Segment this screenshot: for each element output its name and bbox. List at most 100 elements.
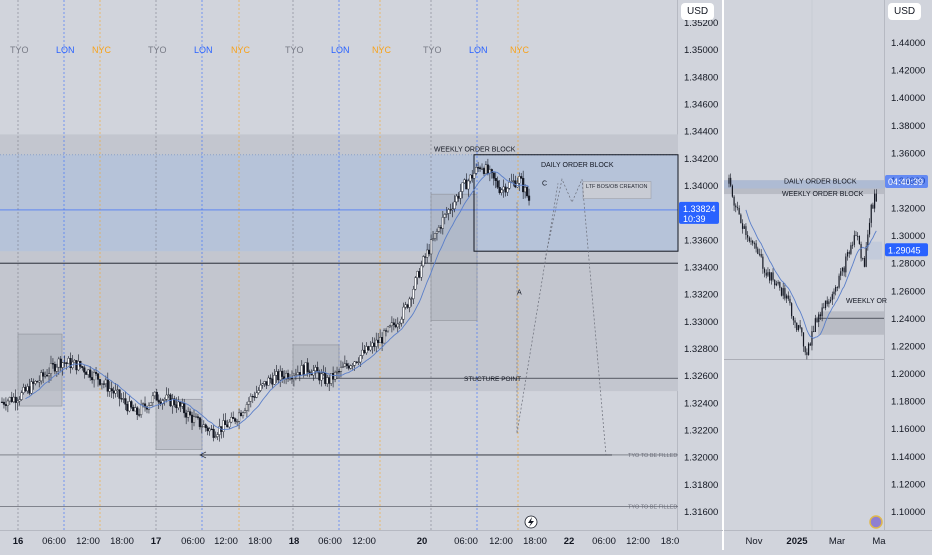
right-chart-pane[interactable]: DAILY ORDER BLOCK WEEKLY ORDER BLOCK WEEKL… xyxy=(724,0,932,550)
candle xyxy=(445,213,448,215)
candle xyxy=(733,196,735,206)
candle xyxy=(12,396,15,402)
candle xyxy=(853,235,855,245)
candle xyxy=(26,386,29,392)
candle xyxy=(762,256,764,269)
candle xyxy=(177,401,180,409)
left-chart-pane[interactable]: TYO LON NYC TYO LON NYC TYO LON NYC TYO LON NYC WEEK… xyxy=(0,0,719,547)
candle xyxy=(463,179,466,184)
candle xyxy=(404,304,407,308)
candle xyxy=(823,307,825,309)
candle xyxy=(269,377,272,380)
y-tick-label: 1.30000 xyxy=(891,231,925,242)
candle xyxy=(375,339,378,347)
candle xyxy=(190,414,194,423)
session-label-tyo: TYO xyxy=(10,45,29,55)
timer-badge[interactable] xyxy=(885,174,928,188)
candle xyxy=(831,294,833,300)
candle xyxy=(804,346,806,353)
y-tick-label: 1.22000 xyxy=(891,341,925,352)
candle xyxy=(349,365,352,369)
candle xyxy=(96,373,100,380)
candle xyxy=(441,217,444,229)
candle xyxy=(433,233,437,239)
candle xyxy=(840,271,842,276)
left-currency-badge[interactable]: USD xyxy=(681,3,715,20)
point-a-label: A xyxy=(517,290,522,297)
candle xyxy=(204,424,207,429)
candle xyxy=(809,343,811,346)
session-label-nyc: NYC xyxy=(92,45,112,55)
candle xyxy=(408,298,411,308)
candle xyxy=(457,195,460,199)
candle xyxy=(328,377,331,384)
candle xyxy=(24,387,27,392)
candle xyxy=(480,168,484,170)
candle xyxy=(782,288,784,296)
candle xyxy=(838,275,840,288)
candle xyxy=(202,424,205,427)
candle xyxy=(373,342,376,347)
candle xyxy=(237,412,241,422)
y-tick-label: 1.32800 xyxy=(684,344,718,355)
candle xyxy=(524,187,527,193)
candle xyxy=(743,226,745,229)
x-tick-label: 22 xyxy=(564,536,575,547)
candle xyxy=(42,372,45,377)
candle xyxy=(22,387,25,393)
premium-zone xyxy=(0,154,678,252)
candle xyxy=(361,349,364,356)
point-c-label: C xyxy=(542,180,547,187)
projection-path xyxy=(544,178,607,455)
candle xyxy=(777,282,779,284)
price-badge[interactable] xyxy=(679,201,719,224)
candle xyxy=(757,248,759,254)
candle xyxy=(355,361,358,363)
candle xyxy=(860,243,862,259)
candle xyxy=(755,243,757,249)
candle xyxy=(794,320,796,323)
candle xyxy=(357,361,360,364)
y-tick-label: 1.16000 xyxy=(891,424,925,435)
right-price-badge[interactable] xyxy=(885,243,928,257)
candle xyxy=(498,187,501,193)
candle xyxy=(868,222,871,235)
x-tick-label: 06:00 xyxy=(318,536,342,547)
lightning-icon-glyph xyxy=(528,517,534,527)
x-tick-label: 16 xyxy=(13,536,24,547)
candle xyxy=(81,366,84,368)
candle xyxy=(824,300,827,309)
candle xyxy=(132,407,135,412)
candle xyxy=(814,318,816,332)
candle xyxy=(40,372,43,382)
right-currency-badge[interactable]: USD xyxy=(888,3,922,20)
candle xyxy=(89,369,92,378)
candle xyxy=(420,265,423,278)
candle xyxy=(259,384,262,391)
candle xyxy=(222,420,225,432)
candle xyxy=(388,325,392,328)
candle xyxy=(414,277,417,290)
candle xyxy=(730,177,732,186)
candle xyxy=(16,400,19,403)
x-tick-label: 12:00 xyxy=(626,536,650,547)
candle xyxy=(870,204,872,223)
candle xyxy=(451,208,454,210)
candle xyxy=(508,182,511,189)
daily-order-block-box[interactable] xyxy=(473,154,679,252)
candle xyxy=(183,403,186,414)
candle xyxy=(85,371,88,375)
candle xyxy=(422,256,425,267)
candle xyxy=(829,299,832,302)
y-tick-label: 1.31800 xyxy=(684,480,718,491)
user-avatar-icon[interactable] xyxy=(869,515,883,529)
candle xyxy=(789,298,791,304)
structure-point-label: STUCTURE POINT xyxy=(464,376,521,383)
price-badge-timer: 10:39 xyxy=(683,214,706,224)
candle xyxy=(384,330,388,332)
y-tick-label: 1.34800 xyxy=(684,72,718,83)
candle xyxy=(94,372,98,374)
tyo-fill-label-2: TYO TO BE FILLED xyxy=(628,505,677,511)
candle xyxy=(187,411,190,418)
